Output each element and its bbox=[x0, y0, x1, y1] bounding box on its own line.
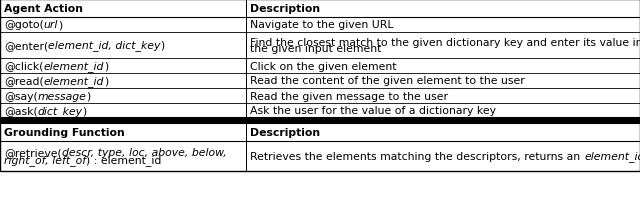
Text: ): ) bbox=[86, 91, 91, 101]
Text: Ask the user for the value of a dictionary key: Ask the user for the value of a dictiona… bbox=[250, 106, 497, 116]
Text: @ask(: @ask( bbox=[4, 106, 38, 116]
Text: url: url bbox=[44, 20, 58, 30]
Bar bbox=[0, 118, 640, 123]
Text: Description: Description bbox=[250, 127, 321, 137]
Text: the given input element: the given input element bbox=[250, 44, 382, 54]
Text: element_id: element_id bbox=[44, 76, 104, 87]
Text: @enter(: @enter( bbox=[4, 41, 48, 51]
Text: @goto(: @goto( bbox=[4, 20, 44, 30]
Text: ) : element_id: ) : element_id bbox=[86, 155, 161, 166]
Text: Navigate to the given URL: Navigate to the given URL bbox=[250, 20, 394, 30]
Text: Read the content of the given element to the user: Read the content of the given element to… bbox=[250, 76, 525, 86]
Text: Read the given message to the user: Read the given message to the user bbox=[250, 91, 449, 101]
Text: @say(: @say( bbox=[4, 91, 38, 101]
Text: Agent Action: Agent Action bbox=[4, 4, 83, 14]
Text: right_of, left_of: right_of, left_of bbox=[4, 155, 86, 166]
Text: ): ) bbox=[83, 106, 87, 116]
Text: @read(: @read( bbox=[4, 76, 44, 86]
Text: Retrieves the elements matching the descriptors, returns an: Retrieves the elements matching the desc… bbox=[250, 151, 584, 161]
Text: ): ) bbox=[58, 20, 62, 30]
Text: Find the closest match to the given dictionary key and enter its value in: Find the closest match to the given dict… bbox=[250, 37, 640, 47]
Text: message: message bbox=[38, 91, 86, 101]
Text: element_id, dict_key: element_id, dict_key bbox=[48, 40, 161, 51]
Text: dict_key: dict_key bbox=[38, 105, 83, 116]
Text: Grounding Function: Grounding Function bbox=[4, 127, 125, 137]
Text: ): ) bbox=[104, 76, 108, 86]
Bar bbox=[0, 0, 640, 171]
Text: ): ) bbox=[161, 41, 164, 51]
Text: element_id: element_id bbox=[584, 151, 640, 162]
Text: Description: Description bbox=[250, 4, 321, 14]
Text: Click on the given element: Click on the given element bbox=[250, 61, 397, 71]
Text: @click(: @click( bbox=[4, 61, 44, 71]
Text: element_id: element_id bbox=[44, 61, 104, 72]
Text: @retrieve(: @retrieve( bbox=[4, 147, 61, 157]
Text: ): ) bbox=[104, 61, 108, 71]
Text: descr, type, loc, above, below,: descr, type, loc, above, below, bbox=[61, 147, 227, 157]
